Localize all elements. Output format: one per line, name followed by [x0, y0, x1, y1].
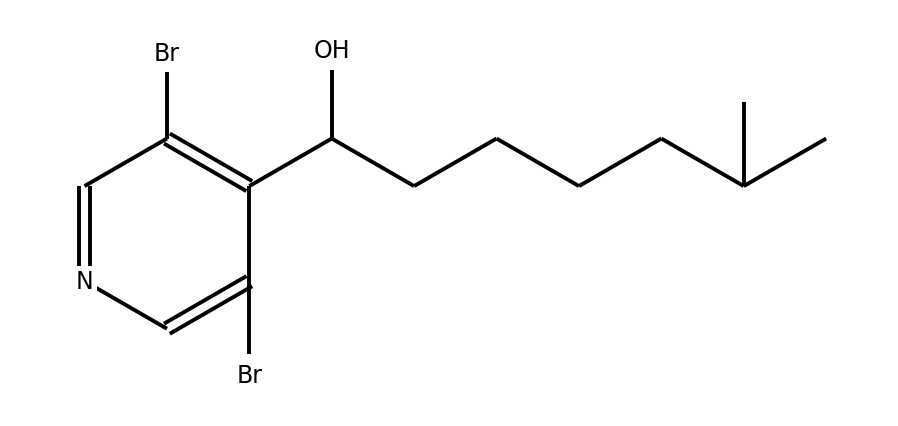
Text: OH: OH	[313, 39, 350, 63]
Text: Br: Br	[154, 41, 180, 66]
Text: N: N	[75, 270, 93, 294]
Text: Br: Br	[236, 363, 262, 387]
